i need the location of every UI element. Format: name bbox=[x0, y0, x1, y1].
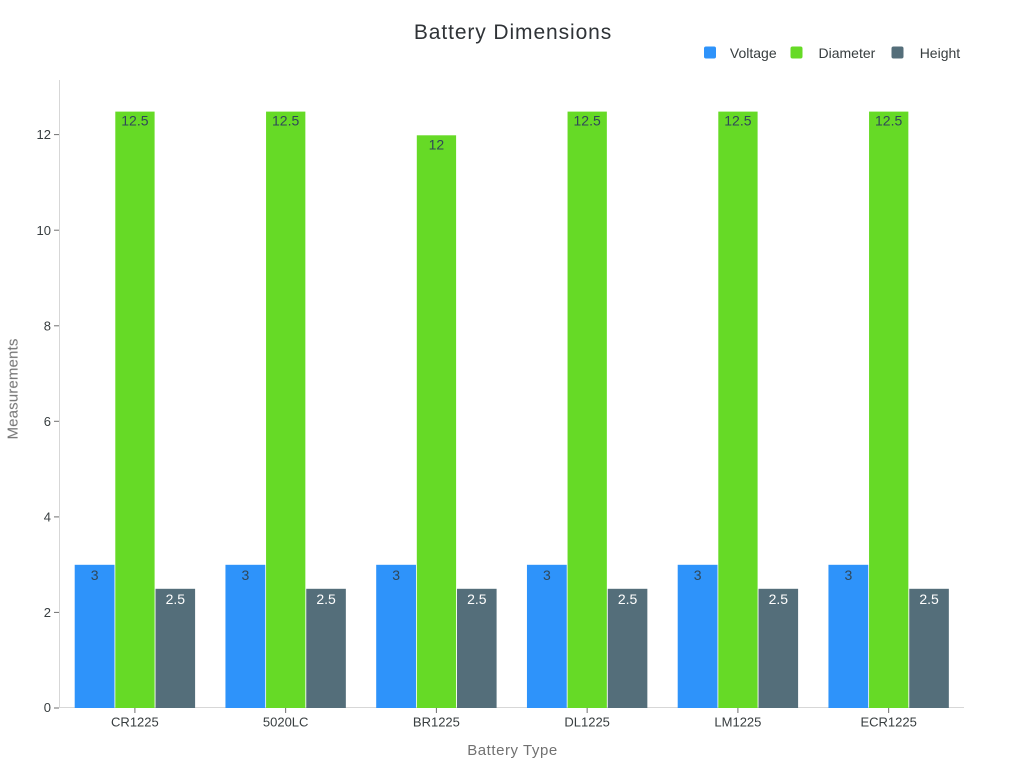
svg-text:12: 12 bbox=[429, 136, 445, 152]
svg-text:3: 3 bbox=[844, 567, 852, 583]
svg-text:2.5: 2.5 bbox=[919, 591, 939, 607]
svg-text:CR1225: CR1225 bbox=[111, 715, 159, 730]
svg-text:Voltage: Voltage bbox=[730, 45, 777, 61]
svg-text:10: 10 bbox=[37, 223, 51, 238]
svg-text:Height: Height bbox=[920, 45, 961, 61]
svg-text:2.5: 2.5 bbox=[618, 591, 638, 607]
svg-text:3: 3 bbox=[392, 567, 400, 583]
svg-text:Battery Dimensions: Battery Dimensions bbox=[414, 21, 612, 44]
svg-text:Diameter: Diameter bbox=[819, 45, 876, 61]
svg-text:12: 12 bbox=[37, 127, 51, 142]
svg-text:Battery Type: Battery Type bbox=[467, 742, 558, 759]
svg-text:12.5: 12.5 bbox=[121, 113, 148, 129]
svg-text:2.5: 2.5 bbox=[769, 591, 789, 607]
svg-text:5020LC: 5020LC bbox=[263, 715, 309, 730]
svg-text:2: 2 bbox=[44, 605, 51, 620]
svg-text:2.5: 2.5 bbox=[166, 591, 186, 607]
svg-text:2.5: 2.5 bbox=[316, 591, 336, 607]
svg-text:Measurements: Measurements bbox=[5, 338, 22, 439]
svg-text:6: 6 bbox=[44, 414, 51, 429]
svg-text:4: 4 bbox=[44, 510, 51, 525]
svg-text:LM1225: LM1225 bbox=[714, 715, 761, 730]
svg-text:ECR1225: ECR1225 bbox=[860, 715, 916, 730]
svg-text:8: 8 bbox=[44, 318, 51, 333]
svg-text:12.5: 12.5 bbox=[875, 113, 902, 129]
svg-text:12.5: 12.5 bbox=[724, 113, 751, 129]
svg-text:12.5: 12.5 bbox=[272, 113, 299, 129]
svg-text:3: 3 bbox=[543, 567, 551, 583]
svg-text:12.5: 12.5 bbox=[574, 113, 601, 129]
svg-text:3: 3 bbox=[241, 567, 249, 583]
svg-text:3: 3 bbox=[694, 567, 702, 583]
svg-text:BR1225: BR1225 bbox=[413, 715, 460, 730]
svg-text:0: 0 bbox=[44, 700, 51, 715]
svg-text:2.5: 2.5 bbox=[467, 591, 487, 607]
svg-text:3: 3 bbox=[91, 567, 99, 583]
svg-text:DL1225: DL1225 bbox=[564, 715, 610, 730]
